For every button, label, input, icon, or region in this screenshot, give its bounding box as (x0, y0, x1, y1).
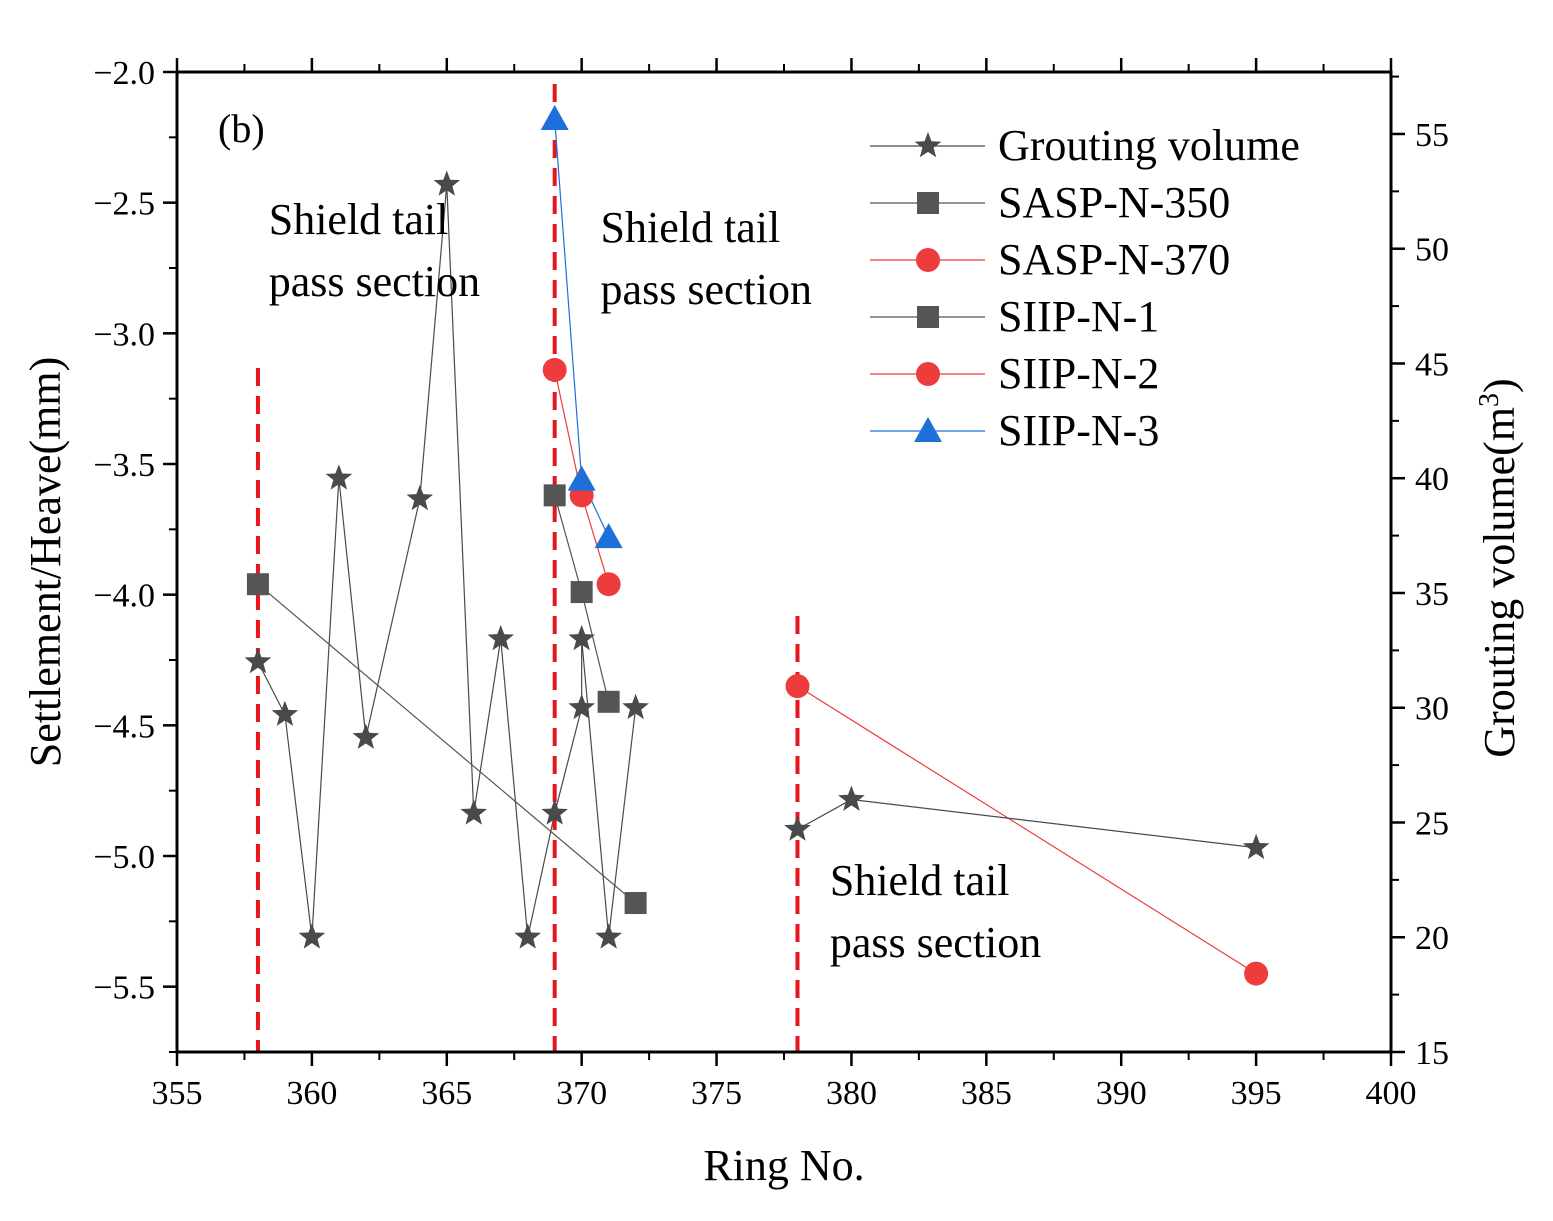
data-point (622, 693, 649, 720)
data-point (540, 105, 569, 131)
legend-label: Grouting volume (998, 121, 1300, 170)
x-tick-label: 370 (556, 1075, 607, 1112)
y-left-tick-label: −3.5 (93, 447, 155, 484)
y-right-tick-label: 40 (1415, 461, 1449, 498)
annotation-text: pass section (830, 918, 1041, 967)
data-point (298, 923, 326, 949)
data-point (246, 573, 269, 596)
data-point (406, 484, 434, 511)
data-point (352, 723, 380, 749)
x-tick-label: 390 (1096, 1075, 1147, 1112)
annotation-text: Shield tail (269, 195, 449, 244)
legend-marker (914, 417, 942, 442)
y-right-tick-label: 50 (1415, 232, 1449, 269)
data-point (514, 923, 541, 949)
x-tick-label: 360 (286, 1075, 337, 1112)
y-right-tick-label: 30 (1415, 691, 1449, 728)
x-tick-label: 375 (691, 1075, 742, 1112)
y-right-axis-title-main: Grouting volume(m (1475, 407, 1524, 758)
x-tick-label: 395 (1231, 1075, 1282, 1112)
data-point (785, 674, 810, 699)
panel-label: (b) (218, 106, 265, 151)
annotation-text: Shield tail (601, 203, 781, 252)
legend-label: SASP-N-350 (998, 178, 1230, 227)
data-point (595, 923, 622, 949)
y-left-tick-label: −2.5 (93, 186, 155, 223)
data-point (542, 357, 567, 382)
x-axis-title: Ring No. (703, 1141, 864, 1190)
y-left-axis-title: Settlement/Heave(mm) (21, 357, 70, 768)
data-point (594, 523, 623, 549)
legend-label: SIIP-N-1 (998, 292, 1159, 341)
legend-marker (917, 192, 939, 214)
x-tick-label: 385 (961, 1075, 1012, 1112)
y-right-axis-title-close: ) (1475, 378, 1524, 393)
y-right-axis-title: Grouting volume(m3) (1474, 378, 1524, 757)
series-line (797, 685, 1257, 975)
legend-marker (917, 306, 939, 328)
legend-marker (916, 362, 940, 386)
data-point (567, 465, 596, 491)
x-tick-label: 380 (826, 1075, 877, 1112)
y-left-tick-label: −2.0 (93, 55, 155, 92)
y-right-tick-label: 45 (1415, 346, 1449, 383)
data-point (433, 170, 461, 196)
y-left-tick-label: −3.0 (93, 316, 155, 353)
y-left-tick-label: −5.5 (93, 970, 155, 1007)
y-right-tick-label: 15 (1415, 1035, 1449, 1072)
y-left-tick-label: −5.0 (93, 839, 155, 876)
data-point (570, 581, 593, 604)
data-point (597, 690, 620, 713)
data-point (784, 815, 811, 841)
data-point (1244, 961, 1269, 986)
legend-marker (914, 132, 942, 158)
x-tick-label: 400 (1366, 1075, 1417, 1112)
y-left-tick-label: −4.5 (93, 708, 155, 745)
y-left-tick-label: −4.0 (93, 578, 155, 615)
data-point (541, 799, 568, 825)
data-point (596, 572, 621, 597)
data-point (460, 799, 488, 825)
series-line (797, 798, 1257, 849)
y-right-tick-label: 25 (1415, 805, 1449, 842)
data-point (487, 624, 514, 651)
x-tick-label: 355 (152, 1075, 203, 1112)
y-right-tick-label: 55 (1415, 117, 1449, 154)
y-right-axis-title-sup: 3 (1474, 393, 1505, 407)
legend-marker (916, 248, 940, 272)
x-tick-label: 365 (421, 1075, 472, 1112)
data-point (1242, 833, 1270, 860)
legend-label: SASP-N-370 (998, 235, 1230, 284)
data-point (568, 624, 595, 651)
data-point (325, 464, 353, 490)
data-point (543, 484, 566, 507)
series-line (257, 583, 637, 904)
data-point (624, 892, 647, 915)
data-point (271, 700, 299, 726)
data-point (568, 693, 595, 720)
annotation-text: Shield tail (830, 856, 1010, 905)
annotation-text: pass section (269, 257, 480, 306)
data-point (838, 785, 865, 811)
data-point (244, 647, 272, 674)
legend-label: SIIP-N-2 (998, 349, 1159, 398)
y-right-tick-label: 20 (1415, 920, 1449, 957)
y-right-tick-label: 35 (1415, 576, 1449, 613)
annotation-text: pass section (601, 265, 812, 314)
legend-label: SIIP-N-3 (998, 406, 1159, 455)
